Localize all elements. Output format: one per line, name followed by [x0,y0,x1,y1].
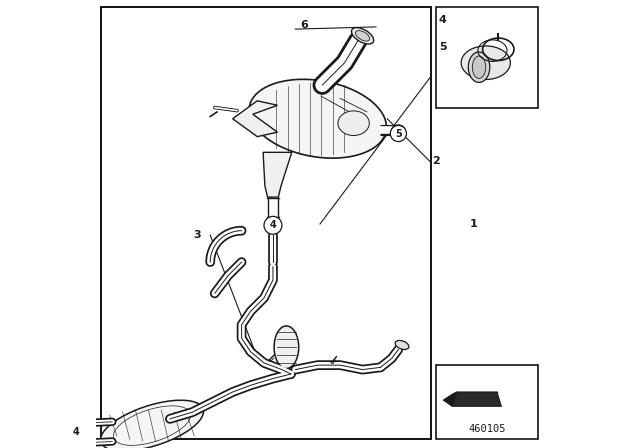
Text: 2: 2 [432,156,440,166]
Text: 4: 4 [439,15,447,25]
Circle shape [67,423,85,441]
Ellipse shape [351,28,374,44]
Text: 6: 6 [300,20,308,30]
Circle shape [264,216,282,234]
Polygon shape [249,79,387,158]
Text: 4: 4 [269,220,276,230]
Bar [436,7,538,108]
Ellipse shape [472,56,486,78]
Ellipse shape [338,111,369,135]
Ellipse shape [77,439,88,447]
Text: 460105: 460105 [468,424,506,434]
Ellipse shape [395,340,409,349]
Text: 5: 5 [395,129,402,138]
Text: 1: 1 [470,219,478,229]
Polygon shape [452,392,502,406]
Bar [101,7,431,439]
Polygon shape [443,392,457,406]
Polygon shape [233,101,278,137]
Bar [436,365,538,439]
Ellipse shape [355,30,370,41]
Polygon shape [100,400,204,448]
Ellipse shape [468,52,490,82]
Text: 4: 4 [73,426,80,437]
Ellipse shape [274,326,299,368]
Text: 5: 5 [439,42,446,52]
Ellipse shape [77,419,88,427]
Ellipse shape [461,46,511,80]
Ellipse shape [392,125,404,135]
Text: 3: 3 [194,230,202,240]
Polygon shape [263,152,292,197]
Circle shape [390,125,406,142]
